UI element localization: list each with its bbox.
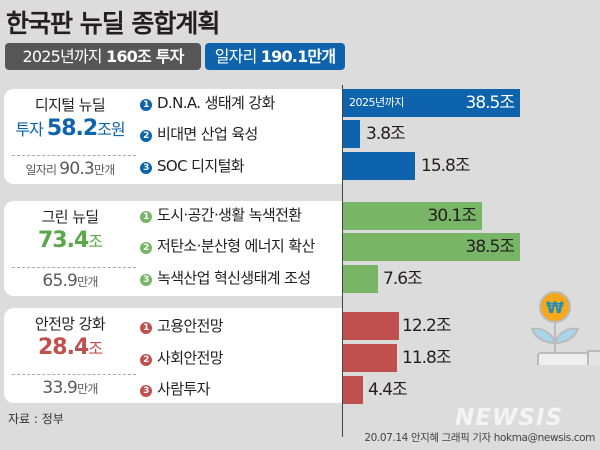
jobs-badge-prefix: 일자리	[214, 47, 261, 66]
bar-value: 12.2조	[402, 316, 451, 336]
number-3-icon: 3	[140, 162, 152, 174]
bar-social-safety	[343, 344, 397, 372]
source-text: 자료 : 정부	[8, 412, 64, 426]
number-2-icon: 2	[140, 354, 152, 366]
investment-badge-value: 160조 투자	[106, 47, 184, 66]
list-item: 2 비대면 산업 육성	[140, 120, 258, 148]
bar-contactless	[343, 120, 360, 148]
number-3-icon: 3	[140, 385, 152, 397]
bar-urban-green: 30.1조	[343, 202, 482, 230]
investment-badge-prefix: 2025년까지	[22, 47, 107, 66]
bar-value: 11.8조	[402, 348, 451, 368]
list-item: 3 사람투자	[140, 375, 210, 403]
panel-jobs: 일자리 90.3만개	[25, 159, 116, 179]
bar-dna: 2025년까지 38.5조	[343, 89, 520, 117]
list-item: 3 SOC 디지털화	[140, 152, 245, 180]
panel-name: 안전망 강화	[34, 315, 106, 333]
bar-value: 4.4조	[368, 380, 408, 400]
bar-green-industry	[343, 265, 378, 293]
panel-jobs: 65.9만개	[42, 271, 98, 291]
investment-badge: 2025년까지 160조 투자	[5, 43, 201, 70]
list-item: 3 녹색산업 혁신생태계 조성	[140, 264, 311, 292]
chart-axis	[342, 85, 343, 437]
number-3-icon: 3	[140, 274, 152, 286]
number-1-icon: 1	[140, 99, 152, 111]
bar-value: 7.6조	[383, 269, 423, 289]
bar-value: 38.5조	[465, 237, 515, 257]
divider	[12, 155, 136, 156]
bar-people-investment	[343, 376, 363, 404]
panel-amount: 투자 58.2조원	[15, 116, 125, 141]
newsis-logo: NEWSIS	[455, 405, 564, 431]
number-1-icon: 1	[140, 322, 152, 334]
panel-name: 디지털 뉴딜	[34, 96, 106, 114]
svg-text:₩: ₩	[546, 298, 564, 317]
jobs-badge-value: 190.1만개	[260, 47, 336, 66]
panel-items: 1 도시·공간·생활 녹색전환 2 저탄소·분산형 에너지 확산 3 녹색산업 혁신생…	[140, 201, 345, 296]
panel-name: 그린 뉴딜	[41, 208, 100, 226]
divider	[12, 267, 136, 268]
bar-value: 38.5조	[465, 93, 515, 113]
panel-digital-newdeal: 디지털 뉴딜 투자 58.2조원 일자리 90.3만개 1 D.N.A. 생태계 …	[4, 89, 342, 184]
bar-value: 30.1조	[427, 206, 477, 226]
list-item: 2 사회안전망	[140, 344, 224, 372]
bar-employment-safety	[343, 312, 399, 340]
divider	[12, 374, 136, 375]
bar-value: 15.8조	[421, 156, 470, 176]
panel-amount: 28.4조	[37, 335, 103, 360]
bar-value: 3.8조	[366, 124, 406, 144]
list-item: 2 저탄소·분산형 에너지 확산	[140, 232, 315, 260]
bar-soc	[343, 152, 415, 180]
panel-items: 1 고용안전망 2 사회안전망 3 사람투자	[140, 308, 345, 403]
jobs-badge: 일자리 190.1만개	[205, 43, 345, 70]
panel-items: 1 D.N.A. 생태계 강화 2 비대면 산업 육성 3 SOC 디지털화	[140, 89, 345, 184]
hand-plant-won-coin-icon: ₩	[520, 285, 600, 368]
panel-green-newdeal: 그린 뉴딜 73.4조 65.9만개 1 도시·공간·생활 녹색전환 2 저탄소·분…	[4, 201, 342, 296]
number-2-icon: 2	[140, 130, 152, 142]
number-2-icon: 2	[140, 242, 152, 254]
number-1-icon: 1	[140, 211, 152, 223]
credit-text: 20.07.14 안지혜 그래픽 기자 hokma@newsis.com	[364, 432, 595, 444]
bar-note: 2025년까지	[349, 96, 404, 109]
list-item: 1 도시·공간·생활 녹색전환	[140, 201, 302, 229]
bar-low-carbon: 38.5조	[343, 233, 520, 261]
page-title: 한국판 뉴딜 종합계획	[6, 9, 220, 38]
panel-jobs: 33.9만개	[42, 378, 98, 398]
list-item: 1 고용안전망	[140, 312, 224, 340]
list-item: 1 D.N.A. 생태계 강화	[140, 89, 275, 117]
panel-safety-net: 안전망 강화 28.4조 33.9만개 1 고용안전망 2 사회안전망 3 사람투자	[4, 308, 342, 403]
panel-amount: 73.4조	[37, 228, 103, 253]
